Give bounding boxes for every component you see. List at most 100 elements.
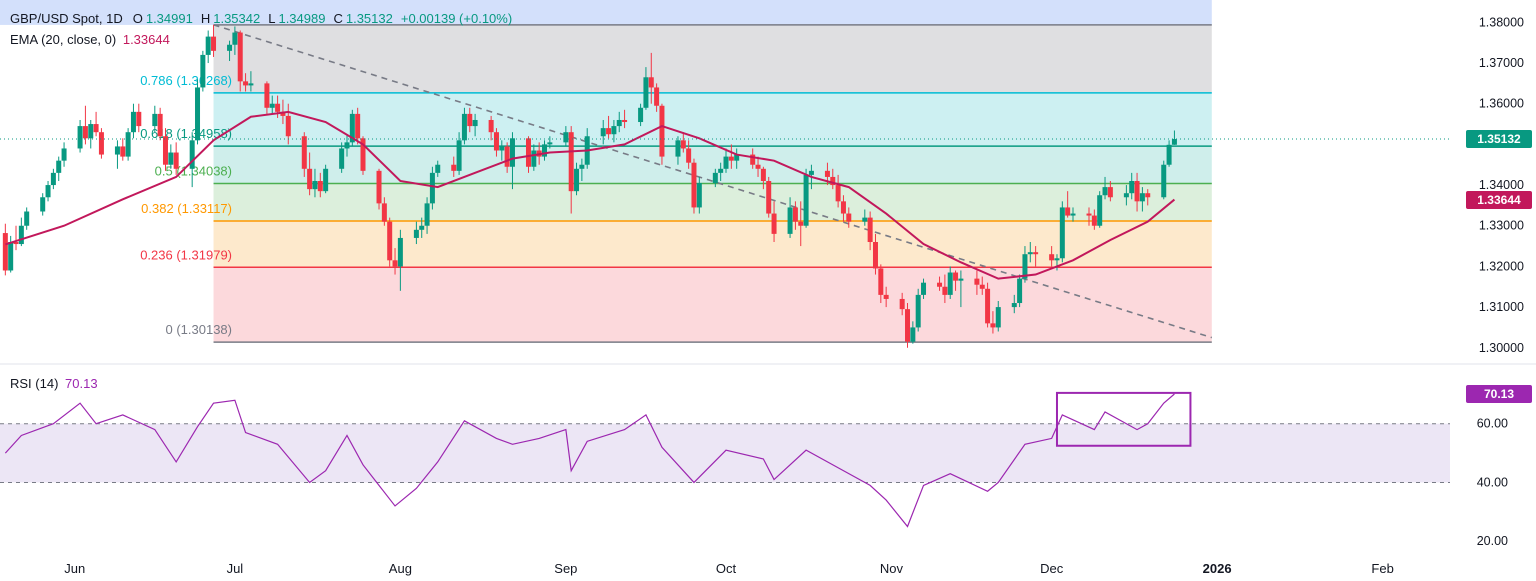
candle <box>488 115 494 141</box>
candle-body <box>50 172 56 186</box>
candle-body <box>862 217 868 222</box>
candle <box>339 142 345 173</box>
candle-body <box>840 201 846 214</box>
candle <box>93 111 99 137</box>
candle <box>643 67 649 110</box>
symbol-legend: GBP/USD Spot, 1D O 1.34991 H 1.35342 L 1.34989… <box>10 11 520 26</box>
candle-body <box>990 323 996 328</box>
candle <box>467 107 473 133</box>
ohlc-value: 1.35342 <box>213 11 261 26</box>
candle-body <box>568 132 574 192</box>
candle-body <box>493 132 499 151</box>
candle <box>45 181 51 202</box>
time-axis-label: Nov <box>880 561 904 576</box>
candle <box>1017 274 1023 308</box>
candle-body <box>360 138 366 171</box>
ema-legend: EMA (20, close, 0) 1.33644 <box>10 32 178 47</box>
candle-body <box>1091 215 1097 226</box>
candle-body <box>1166 144 1172 165</box>
candle-body <box>312 181 318 190</box>
candle-body <box>88 124 94 139</box>
candle-body <box>1086 213 1092 216</box>
fib-level-label: 0 (1.30138) <box>166 322 233 337</box>
candle-body <box>237 32 243 82</box>
candle-body <box>339 148 345 169</box>
candle <box>456 132 462 175</box>
candle-body <box>680 140 686 149</box>
candle-body <box>18 225 24 245</box>
candle <box>760 166 766 190</box>
candle-body <box>824 170 830 177</box>
ohlc-key: L <box>268 11 276 26</box>
time-axis-label: 2026 <box>1203 561 1232 576</box>
candle <box>766 176 772 218</box>
candle-body <box>227 44 233 51</box>
rsi-band <box>0 423 1450 483</box>
time-axis-label: Feb <box>1371 561 1393 576</box>
candle <box>728 144 734 169</box>
candle <box>435 160 441 177</box>
candle-body <box>472 119 478 127</box>
candle <box>990 311 996 334</box>
candle-body <box>1065 207 1071 216</box>
candle <box>798 201 804 247</box>
candle-body <box>211 36 217 51</box>
candle-body <box>1102 187 1108 196</box>
price-axis-tick: 1.36000 <box>1479 97 1524 111</box>
candle <box>696 176 702 214</box>
candle <box>1091 209 1097 230</box>
candle <box>472 113 478 137</box>
candle-body <box>456 140 462 171</box>
candle <box>77 119 83 153</box>
fib-zone-0_236 <box>213 220 1212 268</box>
candle-body <box>654 87 660 106</box>
candle <box>787 197 793 238</box>
candle <box>301 132 307 177</box>
candle <box>830 168 836 190</box>
candle-body <box>504 146 510 167</box>
candle-body <box>953 272 959 281</box>
fib-zone-0_786 <box>213 24 1212 93</box>
candle-body <box>429 172 435 204</box>
candle <box>1033 246 1039 267</box>
candle-body <box>387 221 393 261</box>
candle-body <box>915 294 921 328</box>
candle <box>835 174 841 208</box>
candle <box>344 134 350 157</box>
candle <box>803 168 809 228</box>
ohlc-value: 1.34991 <box>145 11 193 26</box>
candle-body <box>13 242 19 245</box>
candle <box>654 83 660 112</box>
candle-body <box>98 132 104 155</box>
candle <box>120 138 126 161</box>
candle-body <box>525 138 531 167</box>
candle-body <box>248 83 254 86</box>
candle <box>985 282 991 328</box>
candle <box>563 126 569 147</box>
candle-body <box>45 185 51 198</box>
candle <box>905 303 911 348</box>
fib-level-label: 0.236 (1.31979) <box>140 247 232 262</box>
candle-body <box>611 126 617 135</box>
candle-body <box>830 176 836 186</box>
candle-body <box>301 136 307 169</box>
candle <box>88 119 94 149</box>
fib-level-label: 0.786 (1.36268) <box>140 73 232 88</box>
candle <box>56 156 62 181</box>
candle-body <box>878 268 884 295</box>
candle-body <box>766 181 772 214</box>
candle <box>574 162 580 196</box>
candle <box>974 270 980 295</box>
candle <box>40 193 46 216</box>
candle-body <box>189 140 195 169</box>
price-axis-tick: 1.31000 <box>1479 300 1524 314</box>
candle-body <box>899 298 905 310</box>
rsi-value-tag: 70.13 <box>1466 384 1532 403</box>
candle <box>915 288 921 332</box>
ema-line <box>5 110 1176 280</box>
candle <box>686 140 692 169</box>
candle-body <box>1123 193 1129 198</box>
price-axis-tick: 1.32000 <box>1479 259 1524 273</box>
candle <box>547 136 553 149</box>
